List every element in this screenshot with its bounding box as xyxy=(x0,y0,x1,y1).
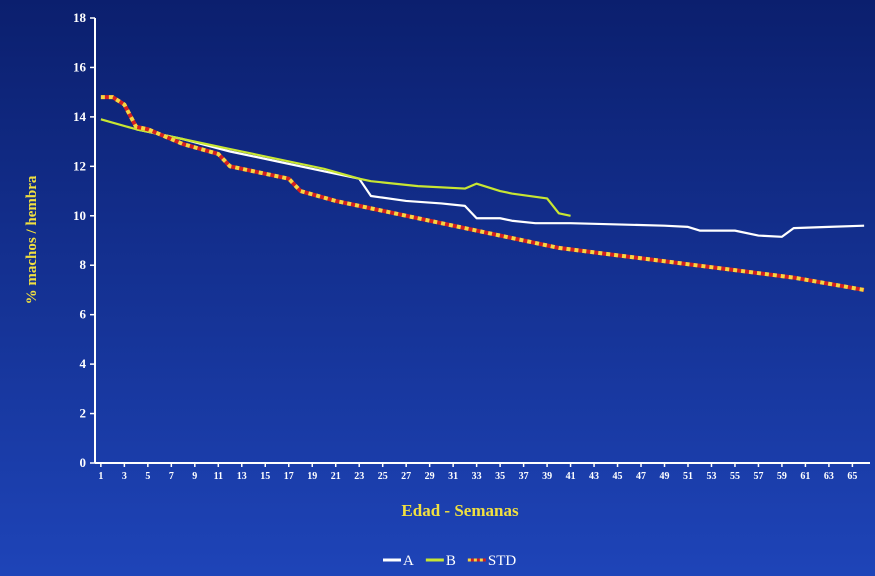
x-tick-label: 33 xyxy=(472,471,482,482)
series-line xyxy=(135,128,865,238)
x-tick-label: 37 xyxy=(519,471,529,482)
x-tick-label: 27 xyxy=(401,471,411,482)
x-tick-label: 31 xyxy=(448,471,458,482)
y-tick-label: 12 xyxy=(73,158,86,173)
x-tick-label: 59 xyxy=(777,471,787,482)
x-tick-label: 41 xyxy=(566,471,576,482)
series-line-dash xyxy=(100,95,865,292)
x-axis-label: Edad - Semanas xyxy=(401,501,519,520)
x-tick-label: 43 xyxy=(589,471,599,482)
x-tick-label: 1 xyxy=(98,471,103,482)
legend: A B STD xyxy=(383,553,516,569)
x-tick-label: 21 xyxy=(331,471,341,482)
x-tick-label: 23 xyxy=(354,471,364,482)
y-tick-label: 16 xyxy=(73,59,87,74)
x-tick-label: 13 xyxy=(237,471,247,482)
series-line xyxy=(100,118,571,217)
x-tick-label: 5 xyxy=(145,471,150,482)
y-axis-label: % machos / hembra xyxy=(24,175,40,304)
x-tick-label: 3 xyxy=(122,471,127,482)
x-tick-label: 39 xyxy=(542,471,552,482)
x-tick-label: 51 xyxy=(683,471,693,482)
y-tick-label: 10 xyxy=(73,208,86,223)
x-tick-label: 55 xyxy=(730,471,740,482)
y-tick-label: 8 xyxy=(80,257,87,272)
x-tick-label: 11 xyxy=(214,471,223,482)
legend-label: B xyxy=(446,553,456,569)
legend-label: STD xyxy=(488,553,517,569)
x-tick-label: 47 xyxy=(636,471,646,482)
y-tick-label: 2 xyxy=(80,406,87,421)
x-tick-label: 7 xyxy=(169,471,174,482)
legend-label: A xyxy=(403,553,414,569)
y-tick-label: 4 xyxy=(80,356,87,371)
x-tick-label: 61 xyxy=(800,471,810,482)
x-tick-label: 57 xyxy=(753,471,763,482)
x-tick-label: 19 xyxy=(307,471,317,482)
x-tick-label: 53 xyxy=(706,471,716,482)
x-tick-label: 65 xyxy=(847,471,857,482)
x-tick-label: 15 xyxy=(260,471,270,482)
y-tick-label: 14 xyxy=(73,109,87,124)
y-tick-label: 0 xyxy=(80,455,87,470)
x-tick-label: 63 xyxy=(824,471,834,482)
x-tick-label: 29 xyxy=(425,471,435,482)
y-tick-label: 6 xyxy=(80,307,87,322)
x-tick-label: 35 xyxy=(495,471,505,482)
y-tick-label: 18 xyxy=(73,10,87,25)
x-tick-label: 45 xyxy=(613,471,623,482)
x-tick-label: 49 xyxy=(660,471,670,482)
x-tick-label: 17 xyxy=(284,471,294,482)
x-tick-label: 25 xyxy=(378,471,388,482)
x-tick-label: 9 xyxy=(192,471,197,482)
